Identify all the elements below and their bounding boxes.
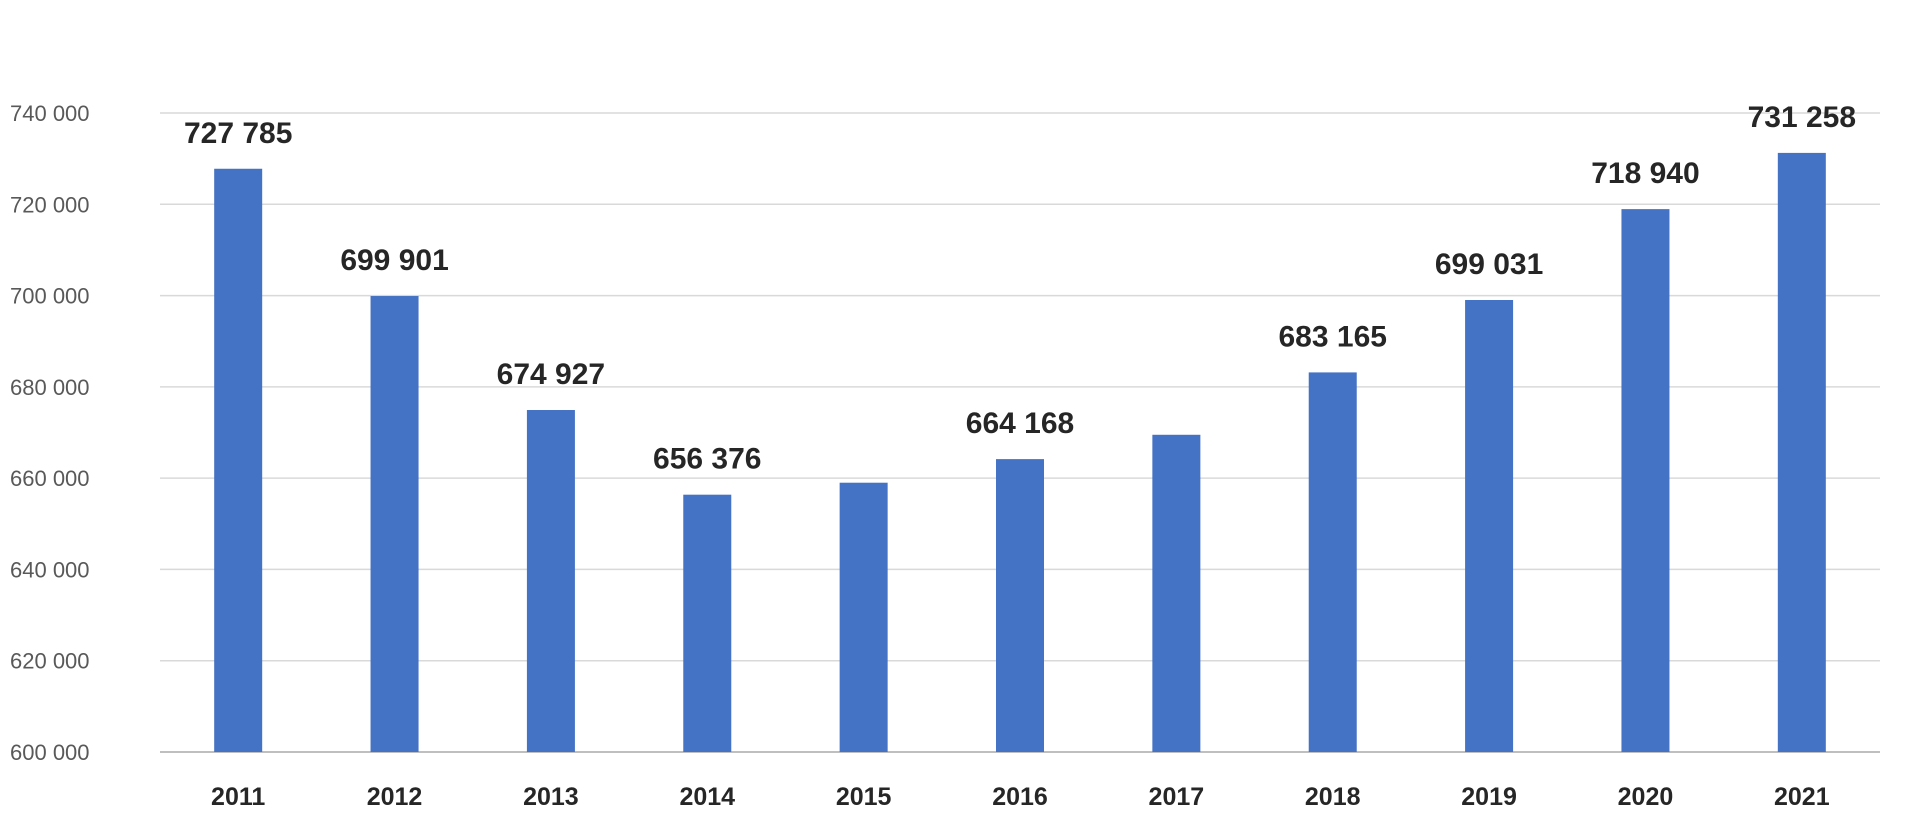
y-tick-label: 600 000 xyxy=(10,740,90,765)
bar xyxy=(1777,152,1826,752)
data-label: 683 165 xyxy=(1279,320,1387,353)
x-tick-label: 2017 xyxy=(1149,783,1205,811)
x-tick-label: 2019 xyxy=(1461,783,1517,811)
x-tick-label: 2020 xyxy=(1618,783,1674,811)
y-tick-label: 640 000 xyxy=(10,557,90,582)
x-tick-label: 2021 xyxy=(1774,783,1830,811)
data-label: 731 258 xyxy=(1748,101,1856,134)
y-axis-ticks: 600 000 620 000 640 000 660 000 680 000 700 0… xyxy=(10,101,90,765)
bar xyxy=(370,296,419,752)
x-tick-label: 2015 xyxy=(836,783,892,811)
y-tick-label: 740 000 xyxy=(10,101,90,126)
data-labels: 727 785 699 901 674 927 656 376 664 168 683 1… xyxy=(184,101,1856,476)
bar xyxy=(683,494,732,752)
x-tick-label: 2012 xyxy=(367,783,423,811)
x-axis-ticks: 2011 2012 2013 2014 2015 2016 2017 2018 2019 2020… xyxy=(211,783,1830,811)
gridlines xyxy=(160,112,1880,753)
y-tick-label: 700 000 xyxy=(10,284,90,309)
bar xyxy=(526,410,575,752)
data-label: 674 927 xyxy=(497,358,605,391)
y-tick-label: 620 000 xyxy=(10,649,90,674)
y-tick-label: 680 000 xyxy=(10,375,90,400)
bar xyxy=(839,482,888,752)
data-label: 718 940 xyxy=(1591,157,1699,190)
data-label: 727 785 xyxy=(184,117,292,150)
y-tick-label: 660 000 xyxy=(10,466,90,491)
data-label: 664 168 xyxy=(966,407,1074,440)
x-tick-label: 2016 xyxy=(992,783,1048,811)
bar xyxy=(1308,372,1357,752)
bar xyxy=(1152,434,1201,752)
x-tick-label: 2013 xyxy=(523,783,579,811)
bar xyxy=(1621,209,1670,753)
bar xyxy=(214,168,263,752)
x-tick-label: 2014 xyxy=(679,783,735,811)
x-tick-label: 2011 xyxy=(211,783,265,811)
bar xyxy=(1465,299,1514,752)
bars xyxy=(214,152,1826,753)
data-label: 699 031 xyxy=(1435,248,1543,281)
y-tick-label: 720 000 xyxy=(10,192,90,217)
bar xyxy=(996,459,1044,752)
data-label: 699 901 xyxy=(340,244,448,277)
x-tick-label: 2018 xyxy=(1305,783,1361,811)
data-label: 656 376 xyxy=(653,443,761,476)
